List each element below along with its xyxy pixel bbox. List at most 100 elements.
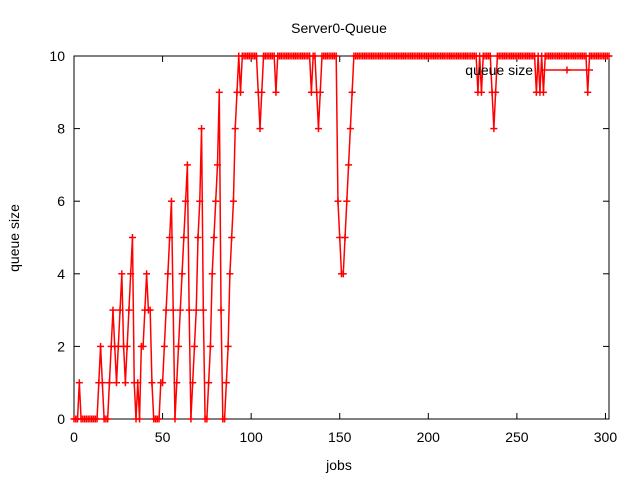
chart-title: Server0-Queue xyxy=(291,20,387,36)
series-layer xyxy=(70,52,613,423)
axis-ticks: 0 50 100 150 200 250 300 0 2 4 6 8 10 xyxy=(49,48,617,445)
data-point xyxy=(228,234,236,241)
data-point xyxy=(237,88,245,96)
data-point xyxy=(128,234,136,241)
x-tick-label: 0 xyxy=(70,429,78,445)
data-point xyxy=(189,379,197,387)
y-tick-label: 2 xyxy=(57,338,65,354)
data-point xyxy=(341,234,349,241)
data-point xyxy=(162,306,170,314)
data-point xyxy=(229,197,237,205)
data-point xyxy=(343,197,351,205)
data-point xyxy=(169,306,177,314)
data-point xyxy=(539,88,547,96)
data-point xyxy=(194,234,202,241)
data-point xyxy=(346,125,354,133)
data-point xyxy=(113,379,121,387)
data-point xyxy=(213,161,221,169)
x-tick-label: 150 xyxy=(328,429,352,445)
legend-label: queue size xyxy=(465,62,533,78)
data-point xyxy=(109,306,117,314)
data-point xyxy=(231,125,239,133)
data-point xyxy=(171,415,179,423)
data-point xyxy=(584,88,592,96)
x-tick-label: 50 xyxy=(155,429,171,445)
x-tick-label: 250 xyxy=(505,429,529,445)
data-point xyxy=(160,342,168,350)
data-point xyxy=(136,415,144,423)
data-point xyxy=(183,161,191,169)
data-point xyxy=(190,342,198,350)
data-point xyxy=(332,52,340,60)
data-point xyxy=(212,197,220,205)
data-point xyxy=(314,125,322,133)
data-point xyxy=(173,379,181,387)
data-point xyxy=(176,306,184,314)
data-point xyxy=(226,270,234,278)
data-point xyxy=(185,306,193,314)
data-point xyxy=(221,415,229,423)
data-point xyxy=(339,270,347,278)
x-tick-label: 200 xyxy=(417,429,441,445)
data-point xyxy=(199,306,207,314)
y-tick-label: 4 xyxy=(57,266,65,282)
data-point xyxy=(164,270,172,278)
data-point xyxy=(180,234,188,241)
data-point xyxy=(125,306,133,314)
data-point xyxy=(208,270,216,278)
data-point xyxy=(187,415,195,423)
data-point xyxy=(252,52,260,60)
data-point xyxy=(272,88,280,96)
data-point xyxy=(143,270,151,278)
data-point xyxy=(98,379,106,387)
y-tick-label: 8 xyxy=(57,121,65,137)
data-point xyxy=(205,379,213,387)
data-point xyxy=(334,197,342,205)
data-point xyxy=(105,379,113,387)
data-point xyxy=(256,125,264,133)
data-point xyxy=(97,342,105,350)
data-point xyxy=(159,379,167,387)
legend: queue size xyxy=(465,62,593,78)
data-point xyxy=(167,197,175,205)
data-point xyxy=(217,306,225,314)
x-tick-label: 300 xyxy=(594,429,618,445)
data-point xyxy=(198,125,206,133)
data-point xyxy=(196,197,204,205)
data-point xyxy=(492,88,500,96)
data-point xyxy=(123,342,131,350)
data-point xyxy=(192,306,200,314)
data-point xyxy=(490,125,498,133)
x-tick-label: 100 xyxy=(239,429,263,445)
data-point xyxy=(348,88,356,96)
data-point xyxy=(121,379,129,387)
data-point xyxy=(178,270,186,278)
data-point xyxy=(148,379,156,387)
data-point xyxy=(605,52,613,60)
data-point xyxy=(203,415,211,423)
data-point xyxy=(486,52,494,60)
data-point xyxy=(215,88,223,96)
y-tick-label: 0 xyxy=(57,411,65,427)
y-axis-label: queue size xyxy=(6,204,22,272)
data-point xyxy=(222,379,230,387)
y-tick-label: 6 xyxy=(57,193,65,209)
data-point xyxy=(155,415,163,423)
data-point xyxy=(75,379,83,387)
data-point xyxy=(477,88,485,96)
data-point xyxy=(146,306,154,314)
data-point xyxy=(316,88,324,96)
plot-frame xyxy=(73,55,610,420)
y-tick-label: 10 xyxy=(49,48,65,64)
data-point xyxy=(139,342,147,350)
data-point xyxy=(175,342,183,350)
data-point xyxy=(118,270,126,278)
data-point xyxy=(134,379,142,387)
data-point xyxy=(166,234,174,241)
x-axis-label: jobs xyxy=(325,457,352,473)
data-point xyxy=(127,270,135,278)
data-point xyxy=(311,52,319,60)
data-point xyxy=(104,415,112,423)
